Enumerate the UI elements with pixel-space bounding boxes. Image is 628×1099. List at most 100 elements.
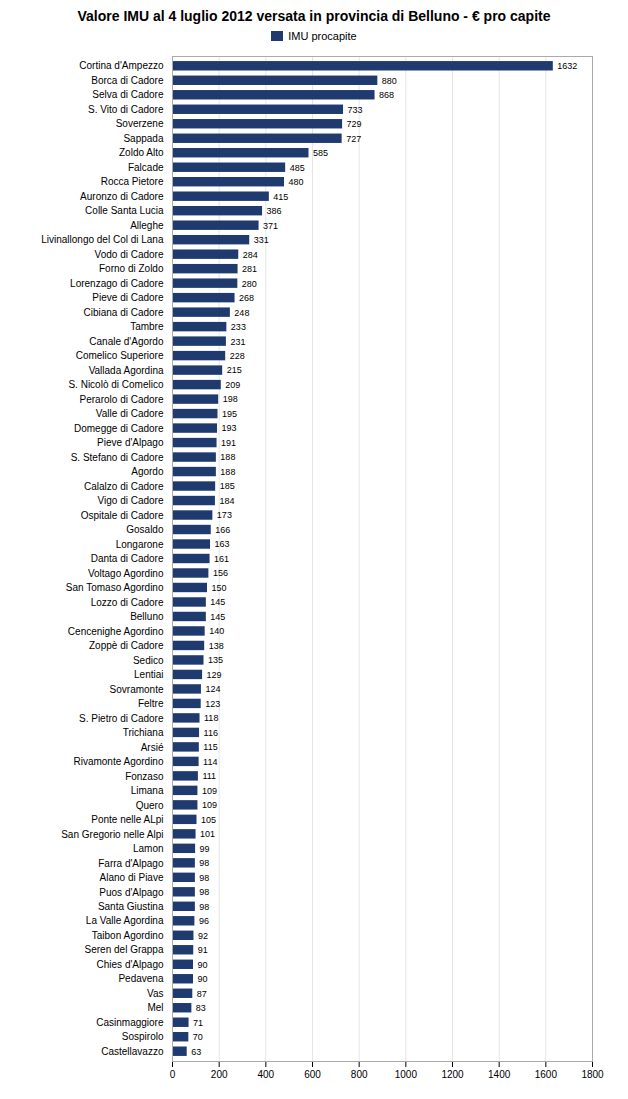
svg-text:98: 98 (199, 873, 209, 883)
svg-text:Soverzene: Soverzene (116, 118, 164, 129)
svg-text:733: 733 (348, 105, 363, 115)
svg-text:Limana: Limana (131, 785, 164, 796)
svg-text:S. Stefano di Cadore: S. Stefano di Cadore (71, 452, 164, 463)
svg-text:Rivamonte Agordino: Rivamonte Agordino (73, 756, 163, 767)
svg-text:Falcade: Falcade (128, 162, 164, 173)
svg-text:Voltago Agordino: Voltago Agordino (88, 568, 164, 579)
svg-text:Seren del Grappa: Seren del Grappa (85, 944, 164, 955)
svg-text:Lozzo di Cadore: Lozzo di Cadore (91, 597, 164, 608)
svg-text:Longarone: Longarone (116, 539, 164, 550)
svg-text:Ospitale di Cadore: Ospitale di Cadore (81, 510, 164, 521)
svg-text:1200: 1200 (441, 1069, 464, 1080)
svg-text:Rocca Pietore: Rocca Pietore (101, 176, 164, 187)
svg-text:Vas: Vas (147, 988, 164, 999)
svg-text:184: 184 (219, 496, 234, 506)
svg-text:188: 188 (220, 452, 235, 462)
svg-text:195: 195 (222, 409, 237, 419)
svg-text:Feltre: Feltre (138, 698, 164, 709)
svg-text:Sedico: Sedico (133, 655, 164, 666)
svg-text:Pieve di Cadore: Pieve di Cadore (92, 292, 164, 303)
svg-text:209: 209 (225, 380, 240, 390)
svg-text:63: 63 (191, 1047, 201, 1057)
svg-text:Tambre: Tambre (130, 321, 164, 332)
svg-text:124: 124 (205, 684, 220, 694)
svg-text:Vigo di Cadore: Vigo di Cadore (98, 495, 164, 506)
svg-text:248: 248 (234, 308, 249, 318)
svg-text:Selva di Cadore: Selva di Cadore (92, 89, 164, 100)
svg-text:198: 198 (223, 394, 238, 404)
svg-text:1600: 1600 (535, 1069, 558, 1080)
svg-text:Taibon Agordino: Taibon Agordino (92, 930, 164, 941)
svg-text:135: 135 (208, 655, 223, 665)
svg-text:90: 90 (198, 960, 208, 970)
svg-text:Calalzo di Cadore: Calalzo di Cadore (84, 481, 164, 492)
svg-text:415: 415 (273, 192, 288, 202)
svg-text:Lamon: Lamon (133, 843, 164, 854)
svg-text:92: 92 (198, 931, 208, 941)
svg-text:98: 98 (199, 887, 209, 897)
svg-text:90: 90 (198, 974, 208, 984)
svg-text:Livinallongo del Col di Lana: Livinallongo del Col di Lana (41, 234, 164, 245)
svg-text:Ponte nelle ALpi: Ponte nelle ALpi (91, 814, 163, 825)
svg-text:Canale d'Agordo: Canale d'Agordo (89, 336, 164, 347)
svg-text:Lorenzago di Cadore: Lorenzago di Cadore (70, 278, 164, 289)
svg-text:Pedavena: Pedavena (118, 973, 163, 984)
svg-text:S. Vito di Cadore: S. Vito di Cadore (88, 104, 164, 115)
svg-text:Puos d'Alpago: Puos d'Alpago (99, 887, 164, 898)
svg-text:70: 70 (193, 1032, 203, 1042)
svg-text:138: 138 (209, 641, 224, 651)
svg-text:Domegge di Cadore: Domegge di Cadore (74, 423, 164, 434)
svg-text:Sovramonte: Sovramonte (110, 684, 164, 695)
svg-text:480: 480 (289, 177, 304, 187)
svg-text:Cibiana di Cadore: Cibiana di Cadore (83, 307, 163, 318)
svg-text:331: 331 (254, 235, 269, 245)
svg-text:Mel: Mel (147, 1002, 163, 1013)
svg-text:Alleghe: Alleghe (130, 220, 164, 231)
svg-text:Chies d'Alpago: Chies d'Alpago (97, 959, 164, 970)
svg-text:111: 111 (202, 771, 216, 781)
svg-text:268: 268 (239, 293, 254, 303)
svg-text:La Valle Agordina: La Valle Agordina (86, 915, 164, 926)
svg-text:99: 99 (200, 844, 210, 854)
svg-text:115: 115 (203, 742, 217, 752)
svg-text:109: 109 (202, 800, 217, 810)
svg-text:600: 600 (304, 1069, 321, 1080)
svg-text:880: 880 (382, 76, 397, 86)
svg-text:231: 231 (230, 337, 245, 347)
svg-text:Agordo: Agordo (131, 466, 164, 477)
svg-text:868: 868 (379, 90, 394, 100)
svg-text:Castellavazzo: Castellavazzo (101, 1046, 164, 1057)
svg-text:Casinmaggiore: Casinmaggiore (96, 1017, 164, 1028)
svg-text:Danta di Cadore: Danta di Cadore (91, 553, 164, 564)
svg-text:281: 281 (242, 264, 257, 274)
svg-text:91: 91 (198, 945, 208, 955)
svg-text:114: 114 (203, 757, 217, 767)
svg-text:Quero: Quero (136, 800, 164, 811)
svg-text:San Gregorio nelle Alpi: San Gregorio nelle Alpi (61, 829, 163, 840)
svg-text:Vodo di Cadore: Vodo di Cadore (95, 249, 164, 260)
svg-text:101: 101 (200, 829, 215, 839)
svg-text:200: 200 (211, 1069, 228, 1080)
svg-text:1632: 1632 (557, 61, 577, 71)
svg-text:Trichiana: Trichiana (123, 727, 164, 738)
svg-text:Zoppè di Cadore: Zoppè di Cadore (89, 640, 164, 651)
svg-text:83: 83 (196, 1003, 206, 1013)
svg-text:Lentiai: Lentiai (134, 669, 163, 680)
svg-text:Colle Santa Lucia: Colle Santa Lucia (85, 205, 164, 216)
svg-text:0: 0 (170, 1069, 176, 1080)
svg-text:Cortina d'Ampezzo: Cortina d'Ampezzo (79, 60, 164, 71)
svg-text:S. Nicolò di Comelico: S. Nicolò di Comelico (68, 379, 163, 390)
svg-text:San Tomaso Agordino: San Tomaso Agordino (66, 582, 164, 593)
svg-text:140: 140 (209, 626, 224, 636)
svg-text:585: 585 (313, 148, 328, 158)
svg-text:Santa Giustina: Santa Giustina (98, 901, 164, 912)
svg-text:386: 386 (267, 206, 282, 216)
svg-text:87: 87 (197, 989, 207, 999)
svg-text:215: 215 (227, 365, 242, 375)
svg-text:Belluno: Belluno (130, 611, 164, 622)
svg-text:371: 371 (263, 221, 278, 231)
svg-text:S. Pietro di Cadore: S. Pietro di Cadore (79, 713, 164, 724)
svg-text:233: 233 (231, 322, 246, 332)
svg-text:173: 173 (217, 510, 232, 520)
svg-text:400: 400 (257, 1069, 274, 1080)
